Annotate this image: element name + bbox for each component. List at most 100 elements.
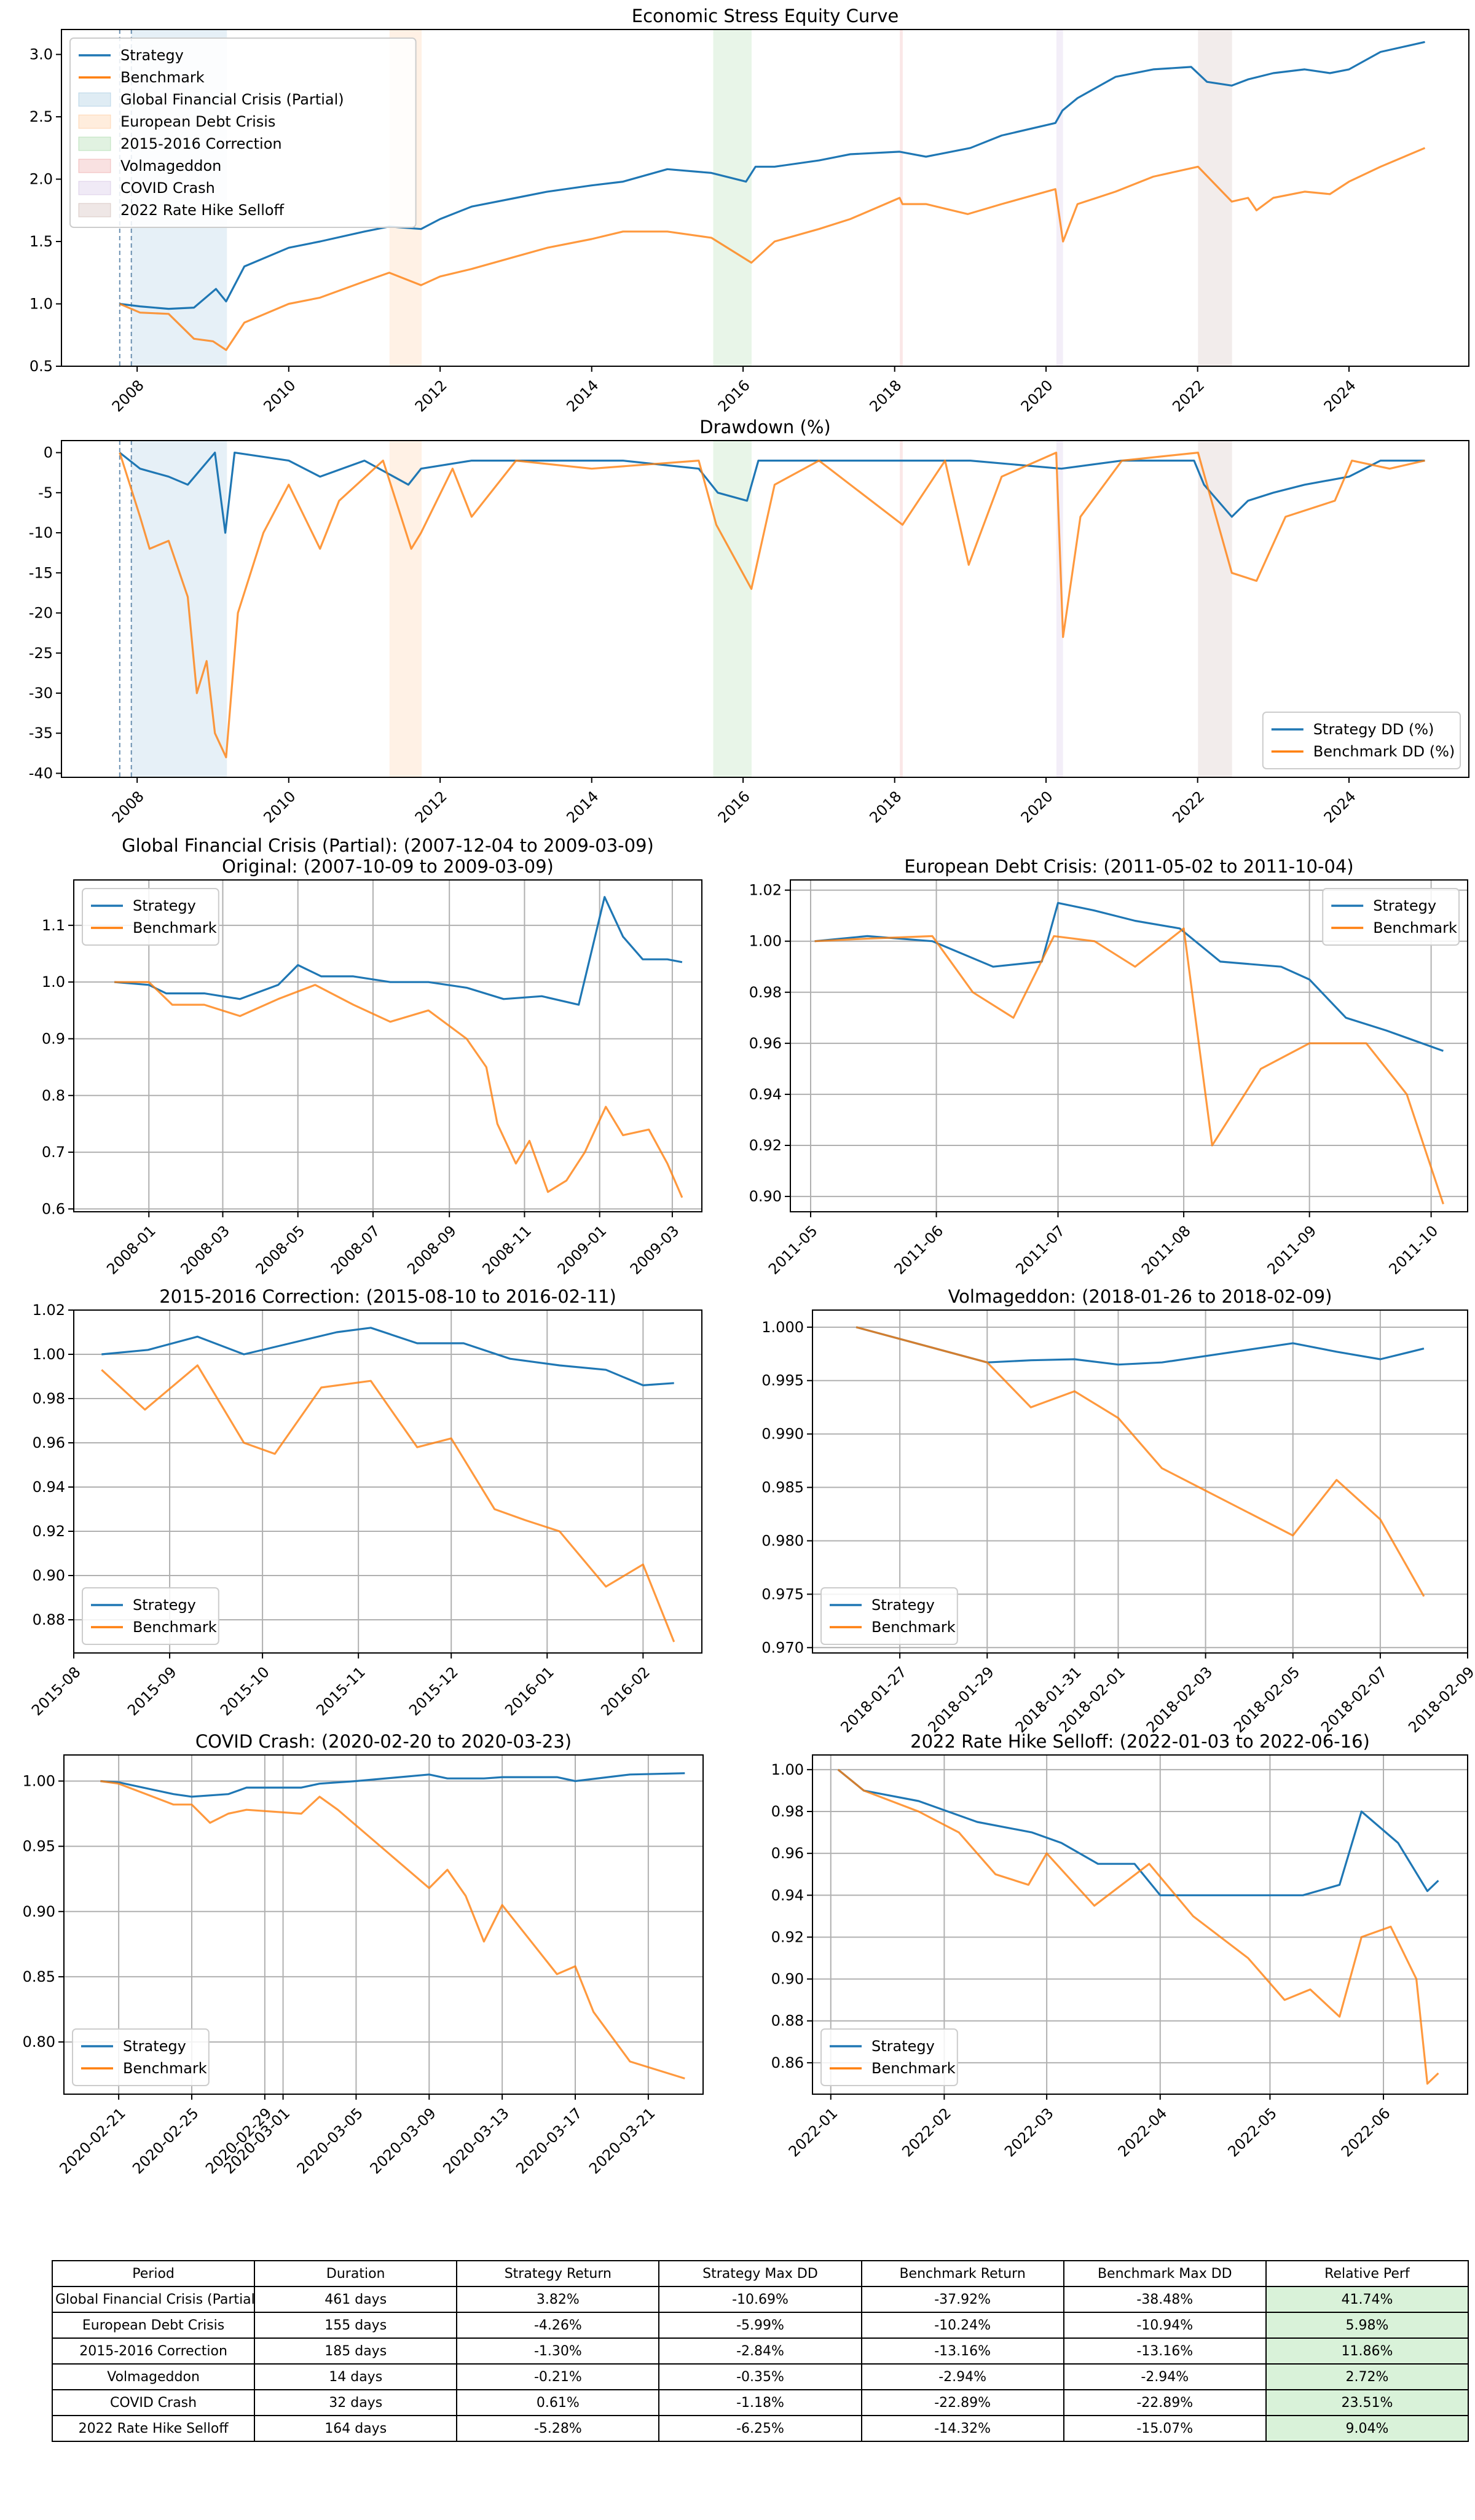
y-tick-label: -20 bbox=[29, 605, 53, 622]
x-tick-label: 2015-10 bbox=[217, 1663, 273, 1719]
legend-frame bbox=[82, 888, 219, 946]
table-cell: 32 days bbox=[254, 2389, 458, 2416]
y-tick-label: -10 bbox=[29, 524, 53, 541]
y-tick-label: 0.98 bbox=[771, 1803, 804, 1820]
table-cell: -10.69% bbox=[658, 2286, 862, 2313]
series-line-strategy bbox=[100, 1772, 685, 1798]
series-line-benchmark bbox=[101, 1364, 675, 1643]
x-tick-label: 2010 bbox=[260, 377, 299, 415]
stats-table-container: Period Duration Strategy Return Strategy Ma… bbox=[51, 2260, 1469, 2442]
legend-swatch-patch bbox=[78, 114, 111, 129]
table-header-cell: Period bbox=[51, 2260, 256, 2287]
legend-frame bbox=[72, 2028, 210, 2086]
x-tick-label: 2008 bbox=[109, 788, 148, 826]
legend: Strategy Benchmark bbox=[820, 2028, 958, 2086]
table-cell: -2.94% bbox=[1063, 2363, 1267, 2390]
x-tick-label: 2008 bbox=[109, 377, 148, 415]
x-tick-label: 2011-09 bbox=[1264, 1222, 1320, 1278]
y-tick-label: 0.5 bbox=[30, 358, 53, 375]
table-row: Global Financial Crisis (Partial) 461 day… bbox=[51, 2286, 1469, 2313]
table-cell: Global Financial Crisis (Partial) bbox=[51, 2286, 256, 2313]
x-tick-label: 2016 bbox=[715, 377, 753, 415]
x-tick-label: 2024 bbox=[1321, 788, 1359, 826]
legend: Strategy Benchmark bbox=[82, 1587, 219, 1645]
table-row: COVID Crash 32 days 0.61% -1.18% -22.89% -22.… bbox=[51, 2389, 1469, 2416]
x-tick-label: 2009-03 bbox=[627, 1222, 683, 1278]
axes-frame bbox=[73, 1309, 702, 1654]
x-tick-label: 2015-12 bbox=[406, 1663, 462, 1719]
y-tick-label: 0.96 bbox=[33, 1434, 65, 1451]
chart-euro: 0.90 0.92 0.94 0.96 0.98 1.00 1.02 2011-05 2011-… bbox=[749, 856, 1468, 1278]
series-line-benchmark bbox=[814, 927, 1444, 1205]
legend-label: Strategy bbox=[123, 2038, 186, 2055]
table-header-cell: Benchmark Return bbox=[860, 2260, 1064, 2287]
y-tick-label: 0.92 bbox=[771, 1928, 804, 1945]
legend-frame bbox=[69, 37, 417, 228]
table-cell: -10.24% bbox=[860, 2312, 1064, 2339]
x-tick-label: 2022-03 bbox=[1001, 2105, 1057, 2161]
y-tick-label: 1.00 bbox=[749, 933, 782, 950]
relative-perf-cell: 23.51% bbox=[1265, 2389, 1469, 2416]
table-cell: -1.18% bbox=[658, 2389, 862, 2416]
x-tick-label: 2022-01 bbox=[785, 2105, 841, 2161]
x-tick-label: 2020-03-09 bbox=[367, 2105, 439, 2177]
x-tick-label: 2008-11 bbox=[479, 1222, 535, 1278]
table-cell: European Debt Crisis bbox=[51, 2312, 256, 2339]
legend-label: Global Financial Crisis (Partial) bbox=[120, 91, 344, 108]
x-tick-label: 2020 bbox=[1018, 377, 1056, 415]
x-tick-label: 2008-07 bbox=[328, 1222, 384, 1278]
axes-frame bbox=[61, 29, 1469, 367]
x-tick-label: 2018-01-29 bbox=[925, 1663, 997, 1736]
series-line-strategy bbox=[837, 1768, 1439, 1896]
table-cell: -13.16% bbox=[860, 2337, 1064, 2365]
legend-label: Benchmark bbox=[123, 2060, 207, 2077]
chart-equity: 0.5 1.0 1.5 2.0 2.5 3.0 2008 2010 2012 2014 2016 20… bbox=[30, 6, 1469, 415]
legend: Strategy Benchmark bbox=[1322, 888, 1460, 946]
x-tick-label: 2018 bbox=[866, 377, 905, 415]
legend-label: Benchmark bbox=[871, 1619, 956, 1636]
table-cell: 461 days bbox=[254, 2286, 458, 2313]
axes-frame bbox=[73, 879, 702, 1212]
span-2015-2016-correction bbox=[713, 441, 752, 777]
x-tick-label: 2012 bbox=[412, 377, 450, 415]
x-tick-label: 2015-11 bbox=[313, 1663, 369, 1719]
x-tick-label: 2015-08 bbox=[28, 1663, 84, 1719]
relative-perf-cell: 2.72% bbox=[1265, 2363, 1469, 2390]
y-tick-label: 0.995 bbox=[761, 1372, 804, 1389]
x-tick-label: 2014 bbox=[563, 788, 602, 826]
span-covid-crash bbox=[1056, 441, 1063, 777]
legend-label: Benchmark bbox=[133, 1619, 217, 1636]
chart-volmageddon: 0.970 0.975 0.980 0.985 0.990 0.995 1.000 2018-… bbox=[761, 1286, 1475, 1736]
table-header-cell: Duration bbox=[254, 2260, 458, 2287]
legend-frame bbox=[1322, 888, 1460, 946]
table-body: Global Financial Crisis (Partial) 461 day… bbox=[51, 2286, 1469, 2442]
relative-perf-cell: 11.86% bbox=[1265, 2337, 1469, 2365]
x-tick-label: 2020-03-13 bbox=[439, 2105, 512, 2177]
legend-frame bbox=[1262, 712, 1461, 769]
table-cell: 164 days bbox=[254, 2415, 458, 2442]
y-tick-label: 0.88 bbox=[771, 2012, 804, 2030]
legend-label: Benchmark bbox=[1373, 919, 1457, 936]
y-tick-label: 0.98 bbox=[33, 1390, 65, 1407]
legend-frame bbox=[820, 1587, 958, 1645]
table-cell: -22.89% bbox=[860, 2389, 1064, 2416]
y-tick-label: -40 bbox=[29, 764, 53, 782]
y-tick-label: 0.8 bbox=[42, 1087, 65, 1104]
y-tick-label: -30 bbox=[29, 685, 53, 702]
y-tick-label: -15 bbox=[29, 564, 53, 581]
x-tick-label: 2018-02-05 bbox=[1230, 1663, 1303, 1736]
span-2022-rate-hike-selloff bbox=[1198, 441, 1232, 777]
legend-label: Strategy bbox=[871, 2038, 935, 2055]
relative-perf-cell: 41.74% bbox=[1265, 2286, 1469, 2313]
y-tick-label: -5 bbox=[38, 484, 53, 501]
y-tick-label: 0.85 bbox=[23, 1968, 55, 1985]
chart-title: COVID Crash: (2020-02-20 to 2020-03-23) bbox=[195, 1731, 572, 1752]
chart-title: 2015-2016 Correction: (2015-08-10 to 201… bbox=[159, 1286, 616, 1307]
y-tick-label: 0.90 bbox=[749, 1188, 782, 1205]
x-tick-label: 2020-03-21 bbox=[586, 2105, 658, 2177]
x-tick-label: 2008-05 bbox=[253, 1222, 309, 1278]
x-tick-label: 2020 bbox=[1018, 788, 1056, 826]
table-header-cell: Strategy Return bbox=[456, 2260, 660, 2287]
table-cell: Volmageddon bbox=[51, 2363, 256, 2390]
chart-title: Global Financial Crisis (Partial): (2007… bbox=[122, 835, 654, 856]
